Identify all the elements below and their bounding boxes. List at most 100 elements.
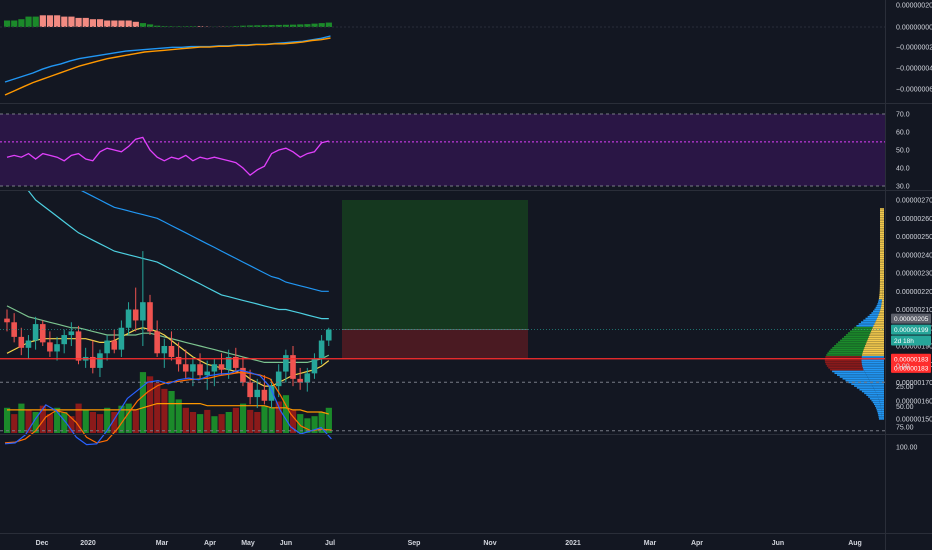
time-axis-label: Jun (772, 540, 784, 547)
volume-profile-bar-b (873, 325, 884, 327)
candle-body (54, 344, 60, 352)
volume-profile-bar-a (838, 341, 867, 344)
volume-bar (125, 403, 132, 433)
volume-profile-bar-a (879, 286, 883, 289)
macd-histogram-bar (11, 20, 18, 27)
candle-body (254, 389, 261, 398)
volume-profile-bar-b (879, 399, 884, 402)
volume-profile-bar-a (826, 354, 863, 356)
rsi-line (6, 136, 329, 177)
volume-profile-bar-b (862, 352, 884, 354)
candle-body (154, 331, 160, 354)
volume-profile-bar-a (858, 323, 875, 325)
candle-body (25, 340, 32, 348)
volume-profile-bar-b (881, 301, 884, 303)
volume-profile-bar-b (882, 266, 884, 269)
price-axis-label: 0.00000270 (896, 198, 932, 205)
volume-profile-bar-a (877, 410, 882, 413)
volume-profile-bar-b (863, 348, 884, 351)
volume-profile-bar-b (882, 208, 884, 210)
macd-histogram-bar (168, 26, 175, 27)
volume-bar (18, 403, 25, 433)
volume-profile-bar-b (865, 345, 884, 347)
candle-body (197, 364, 203, 376)
candle-body (190, 364, 196, 372)
volume-profile-bar-b (882, 275, 884, 278)
time-axis-label: Jul (325, 540, 335, 547)
volume-profile-bar-a (880, 241, 883, 243)
volume-bar (254, 412, 261, 433)
volume-bar (111, 412, 118, 433)
volume-profile-bar-b (882, 272, 884, 274)
volume-profile-bar-b (863, 350, 884, 353)
volume-profile-bar-b (871, 330, 884, 333)
candle-body (261, 389, 268, 401)
volume-profile-bar-b (876, 319, 884, 322)
volume-profile-bar-a (867, 315, 878, 318)
volume-profile-bar-a (880, 210, 883, 212)
price-tag (891, 313, 931, 324)
volume-bar (89, 412, 96, 433)
volume-profile-bar-a (879, 281, 883, 283)
stochastic-pane[interactable] (0, 369, 885, 446)
macd-histogram-bar (18, 19, 25, 27)
price-tag-label: 0.00000199 (894, 327, 929, 334)
volume-profile-bar-a (842, 337, 869, 340)
volume-profile-bar-b (871, 328, 884, 331)
volume-profile-bar-a (880, 213, 883, 216)
candle-body (297, 378, 303, 383)
candle-body (268, 386, 275, 401)
macd-histogram-bar (282, 24, 290, 27)
volume-profile-bar-a (880, 215, 883, 218)
candle-body (225, 356, 232, 370)
volume-profile-bar-b (882, 283, 884, 285)
volume-profile-bar-a (879, 273, 883, 276)
macd-histogram-bar (104, 20, 111, 27)
volume-profile-bar-b (873, 387, 884, 389)
price-axis-label: 0.00000240 (896, 252, 932, 259)
volume-bar (68, 416, 75, 433)
volume-profile-bar-a (878, 414, 882, 417)
volume-profile-bar-b (881, 410, 884, 413)
volume-bar (61, 412, 68, 433)
volume-bar (175, 399, 182, 433)
rsi-pane[interactable] (0, 113, 885, 187)
price-tag-label: 0.00000205 (894, 316, 929, 323)
candle-body (39, 324, 46, 343)
candle-body (247, 382, 253, 398)
macd-histogram-bar (82, 17, 89, 27)
price-tag (891, 335, 931, 346)
time-axis-label: 2020 (80, 540, 96, 547)
volume-profile-bar-b (882, 252, 884, 254)
ma-fast-line (6, 327, 330, 387)
time-axis-label: Mar (644, 540, 657, 547)
macd-pane[interactable] (0, 15, 885, 96)
volume-profile-bar-a (880, 235, 883, 238)
volume-bar (154, 382, 161, 433)
volume-profile-bar-b (882, 231, 884, 234)
volume-profile-bar-a (828, 366, 863, 369)
macd-histogram-bar (268, 25, 275, 27)
volume-profile-bar-a (860, 321, 876, 323)
volume-bar (304, 418, 311, 433)
time-axis-label: Sep (408, 540, 421, 547)
macd-histogram-bar (75, 17, 82, 27)
volume-profile-bar-a (879, 272, 883, 274)
volume-bar (132, 409, 139, 433)
candle-body (111, 340, 118, 350)
volume-profile-bar-a (879, 275, 883, 278)
volume-profile-bar-a (879, 262, 883, 265)
volume-profile-bar-a (830, 368, 864, 371)
price-axis-label: 0.00000190 (896, 344, 932, 351)
stoch-axis-label: 0.00 (896, 364, 910, 371)
rsi-axis-label: 30.0 (896, 184, 910, 191)
macd-histogram-bar (32, 16, 39, 27)
volume-profile-bar-a (825, 363, 862, 365)
volume-profile-bar-a (854, 385, 873, 387)
volume-profile-bar-a (880, 242, 883, 245)
volume-profile-bar-a (879, 255, 883, 258)
volume-profile-bar-a (843, 335, 869, 338)
volume-profile-bar-b (880, 306, 884, 309)
volume-profile-bar-b (862, 354, 884, 356)
